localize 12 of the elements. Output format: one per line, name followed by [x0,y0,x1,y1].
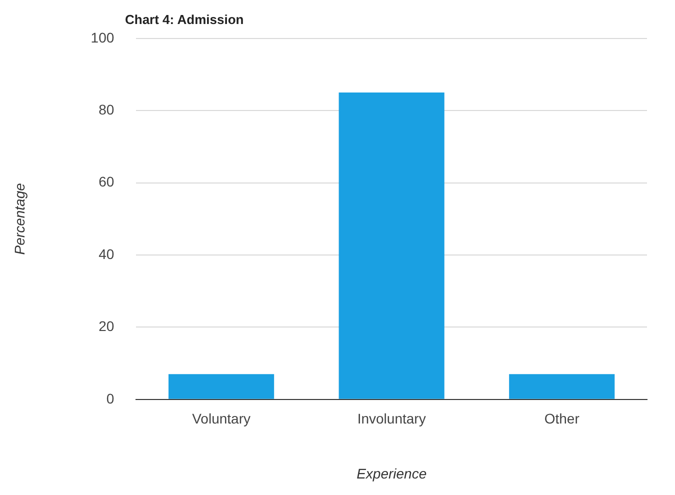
y-tick-label: 60 [98,174,114,190]
x-tick-label: Other [544,410,580,427]
y-tick-label: 100 [90,29,114,46]
y-tick-label: 40 [98,246,114,262]
y-tick-label: 80 [98,101,114,118]
y-axis-title: Percentage [11,182,28,255]
x-tick-label: Voluntary [192,410,250,427]
y-tick-label: 0 [106,390,114,406]
x-tick-label: Involuntary [357,410,426,427]
y-tick-label: 20 [98,318,114,334]
x-axis-title: Experience [356,465,427,482]
chart-title: Chart 4: Admission [125,12,244,27]
